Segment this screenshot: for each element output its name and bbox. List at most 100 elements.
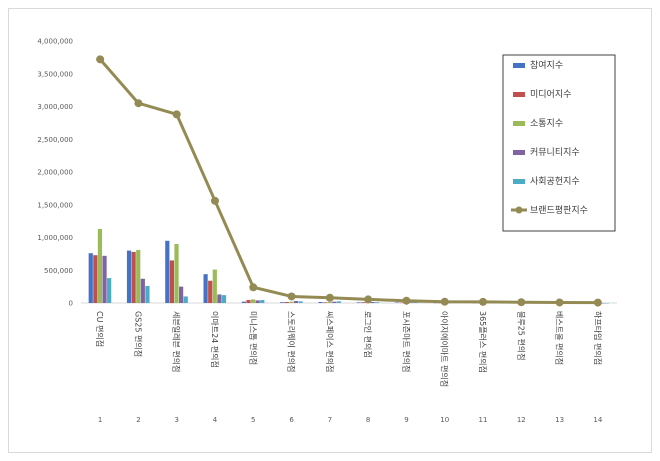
category-index: 14 xyxy=(593,416,602,424)
bar xyxy=(332,301,337,303)
bars-layer xyxy=(88,228,609,304)
legend-box xyxy=(502,54,616,232)
bar xyxy=(93,255,98,303)
category-label: 씨스페이스 편의점 xyxy=(325,311,335,372)
bar xyxy=(356,302,361,303)
category-label: 아이지에이마트 편의점 xyxy=(440,311,450,387)
bar xyxy=(370,302,375,303)
bar xyxy=(97,228,103,303)
bar xyxy=(246,300,251,303)
line-point xyxy=(287,292,296,301)
category-index: 1 xyxy=(98,416,102,424)
y-tick-label: 2,500,000 xyxy=(37,136,73,144)
legend-label: 미디어지수 xyxy=(530,89,571,100)
bar xyxy=(145,285,150,303)
bar xyxy=(604,302,609,304)
legend-label: 참여지수 xyxy=(530,59,563,71)
bar xyxy=(260,300,265,303)
line-point xyxy=(249,283,258,292)
category-label: 미니스톱 편의점 xyxy=(248,311,258,365)
bar xyxy=(212,269,217,303)
bar xyxy=(174,244,179,303)
bar xyxy=(280,302,285,303)
y-tick-label: 500,000 xyxy=(44,267,73,275)
brand-reputation-chart: 0 500,000 1,000,000 1,500,000 2,000,000 2,500… xyxy=(37,38,617,424)
bar xyxy=(336,301,341,303)
bar xyxy=(126,250,132,303)
category-index: 9 xyxy=(404,416,408,424)
category-label: 로그인 편의점 xyxy=(363,311,373,358)
legend-swatch xyxy=(513,63,525,68)
bar xyxy=(131,251,136,303)
bar xyxy=(221,295,227,303)
bar xyxy=(208,280,213,303)
legend-line-marker xyxy=(515,206,523,214)
bar xyxy=(165,240,170,303)
bar xyxy=(600,302,605,304)
bar xyxy=(318,302,323,303)
bar xyxy=(203,274,208,303)
line-point xyxy=(440,297,449,306)
bar xyxy=(298,301,303,303)
line-series-path xyxy=(99,58,598,305)
category-index: 7 xyxy=(328,416,332,424)
bar xyxy=(255,300,260,303)
line-point xyxy=(134,99,143,108)
line-point xyxy=(479,297,487,306)
bar xyxy=(322,302,328,303)
category-index: 10 xyxy=(440,416,449,424)
chart-frame: 0 500,000 1,000,000 1,500,000 2,000,000 2,500… xyxy=(8,8,652,453)
bar xyxy=(408,302,413,304)
category-index: 2 xyxy=(136,416,140,424)
bar xyxy=(136,249,141,303)
bar xyxy=(361,302,366,303)
line-layer xyxy=(96,55,602,307)
legend-label: 사회공헌지수 xyxy=(530,176,580,187)
bar xyxy=(284,302,289,303)
bar xyxy=(399,302,404,304)
y-tick-label: 2,000,000 xyxy=(37,169,73,177)
category-label: 365플러스 편의점 xyxy=(478,311,488,373)
bar xyxy=(394,302,400,303)
y-tick-label: 0 xyxy=(69,300,73,308)
category-label: GS25 편의점 xyxy=(133,311,143,357)
category-index: 8 xyxy=(366,416,370,424)
bar xyxy=(289,301,294,303)
y-tick-label: 4,000,000 xyxy=(37,38,73,46)
bar xyxy=(102,255,107,303)
bar xyxy=(250,299,256,303)
bar xyxy=(88,253,93,303)
category-label: 포시즌마트 편의점 xyxy=(401,311,411,372)
category-label: 베스트올 편의점 xyxy=(555,311,565,365)
y-tick-label: 1,000,000 xyxy=(37,234,73,242)
legend-swatch xyxy=(513,179,525,184)
category-index: 6 xyxy=(289,416,294,424)
line-point xyxy=(211,196,219,205)
line-point xyxy=(325,293,334,302)
bar xyxy=(413,302,418,303)
category-label: 블루25 편의점 xyxy=(516,311,526,361)
category-label: 세븐일레븐 편의점 xyxy=(172,311,182,372)
bar xyxy=(293,301,299,303)
category-index: 3 xyxy=(174,416,178,424)
category-index: 4 xyxy=(213,416,218,424)
category-label: CU 편의점 xyxy=(95,311,105,347)
line-point xyxy=(402,296,411,305)
legend-swatch xyxy=(513,150,525,155)
y-tick-label: 3,000,000 xyxy=(37,103,73,111)
bar xyxy=(241,301,246,303)
category-index: 11 xyxy=(479,416,488,424)
bar xyxy=(179,286,184,303)
line-point xyxy=(593,298,602,307)
category-index: 5 xyxy=(251,416,255,424)
category-label: 하프타임 편의점 xyxy=(593,311,603,365)
y-tick-label: 3,500,000 xyxy=(37,70,73,78)
category-label: 이마트24 편의점 xyxy=(210,311,220,368)
bar xyxy=(217,294,222,303)
line-point xyxy=(96,55,105,64)
legend-label: 브랜드평판지수 xyxy=(530,205,588,216)
category-index: 13 xyxy=(555,416,564,424)
bar xyxy=(107,278,112,303)
x-axis: CU 편의점 1 GS25 편의점 2 세븐일레븐 편의점 3 이마트24 편의점 4 미니스톱… xyxy=(95,311,603,424)
